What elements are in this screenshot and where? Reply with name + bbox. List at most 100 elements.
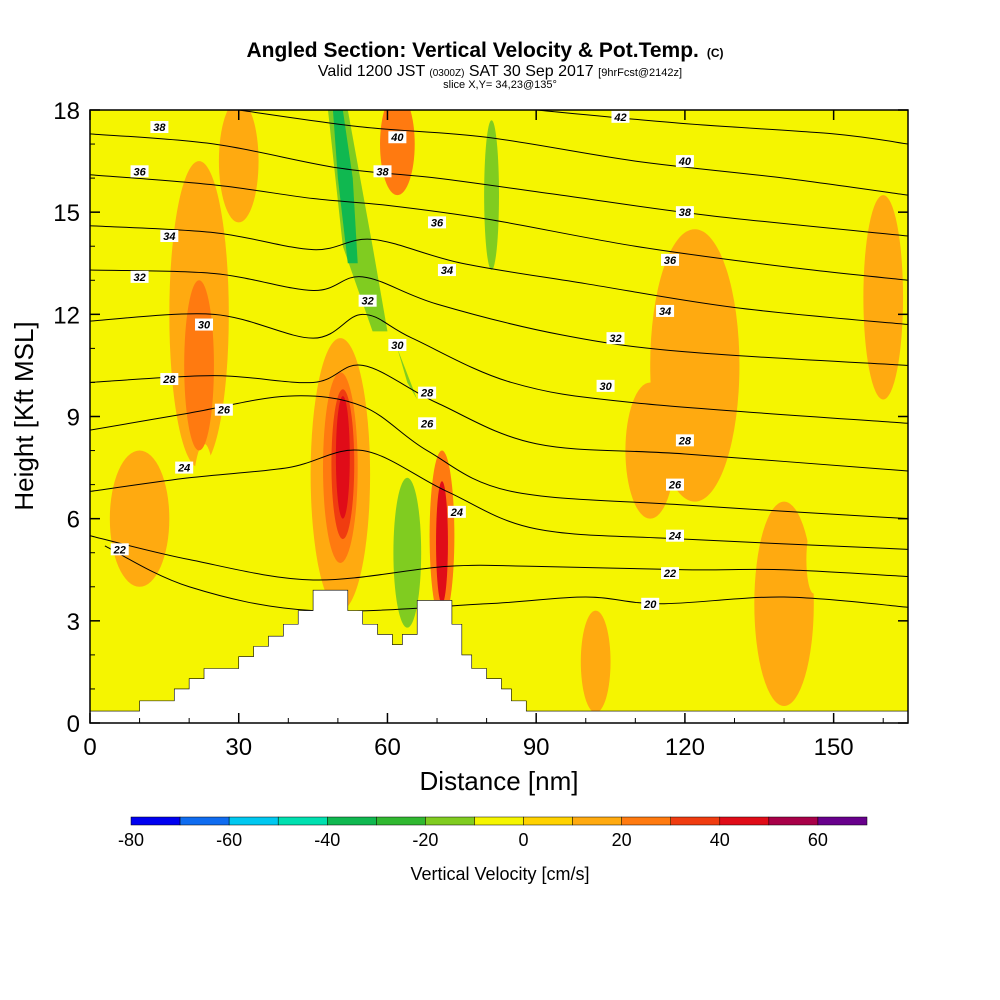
contour-label-text: 24 [668,531,681,543]
colorbar-tick-label: -60 [216,830,242,850]
contour-label: 34 [160,230,179,243]
contour-label: 20 [641,597,660,611]
contour-label-text: 28 [420,388,434,400]
contour-label: 28 [675,434,694,447]
velocity-cell [436,481,448,604]
colorbar-swatch [130,816,181,826]
velocity-cell [580,610,611,713]
contour-label-text: 26 [420,418,434,430]
contour-label-text: 28 [678,435,692,447]
contour-label-text: 36 [431,217,444,229]
contour-label: 34 [437,264,456,277]
contour-label-text: 36 [133,166,146,178]
colorbar: -80 -60 -40 -20 0 20 40 60 [118,816,868,850]
contour-label-bg [418,386,437,399]
contour-label: 32 [358,294,377,308]
contour-label-bg [130,270,149,283]
contour-label-text: 24 [450,507,463,519]
velocity-cell [191,443,217,594]
colorbar-swatch [376,816,426,826]
velocity-cell [218,110,259,223]
contour-label-bg [160,373,179,386]
velocity-cell [134,116,165,240]
x-tick-label: 120 [665,734,705,761]
contour-label: 22 [661,567,680,580]
y-tick-label: 12 [53,302,80,329]
colorbar-tick-label: 40 [710,830,730,850]
contour-label-text: 38 [153,122,166,134]
colorbar-tick-label: 0 [519,830,529,850]
theta-contour-20 [104,545,908,612]
contour-label-bg [675,434,694,447]
contour-label-bg [611,110,630,123]
contour-label-text: 22 [113,544,126,556]
y-tick-label: 18 [53,98,80,125]
contour-label-bg [606,332,625,345]
contour-label: 32 [130,270,149,284]
chart-title-block: Angled Section: Vertical Velocity & Pot.… [246,39,723,91]
contour-label-text: 20 [643,599,657,611]
contour-label: 30 [388,338,407,352]
colorbar-swatch [523,816,573,826]
contour-label: 22 [110,543,129,556]
theta-contour-40 [238,110,908,196]
chart-subtitle: Valid 1200 JST (0300Z) SAT 30 Sep 2017 [… [318,63,682,80]
velocity-cell [553,620,569,689]
colorbar-swatch [228,816,279,826]
velocity-cell [335,396,350,519]
contour-label-bg [150,121,169,134]
contour-label-bg [195,318,214,331]
theta-contour-38 [90,133,908,237]
contour-label: 40 [675,155,694,168]
contour-label-bg [661,567,680,580]
y-tick-label: 6 [67,507,80,534]
contour-label: 36 [130,165,149,178]
contour-label: 26 [214,403,233,417]
velocity-band [332,110,358,264]
contour-label: 30 [596,379,615,393]
contour-label-bg [388,131,407,144]
slice-label: slice X,Y= 34,23@135° [443,79,557,91]
colorbar-swatch [425,816,475,826]
contour-label: 38 [150,121,169,134]
colorbar-tick-label: -80 [118,830,144,850]
contour-label-bg [175,461,194,474]
plot-area: 38 36 34 32 30 28 26 24 22 40 38 36 34 32 30 28 26 24 42 40… [90,110,908,723]
contour-label: 42 [611,110,630,124]
contour-label-bg [130,165,149,178]
contour-label-text: 30 [599,381,612,393]
contour-label: 24 [447,505,466,519]
contour-label-bg [675,206,694,219]
contour-label: 24 [175,461,194,475]
y-tick-label: 9 [67,405,80,432]
theta-contour-32 [90,269,908,366]
y-tick-label: 3 [67,609,80,636]
contour-label: 26 [418,417,437,430]
colorbar-tick-label: -20 [412,830,438,850]
colorbar-swatch [179,816,230,826]
theta-contour-26 [90,395,908,520]
contour-label-bg [437,264,456,277]
x-tick-label: 150 [814,734,854,761]
colorbar-tick-label: 60 [808,830,828,850]
contour-label-bg [160,230,179,243]
contour-label-bg [596,379,615,392]
contour-label: 32 [606,332,625,345]
colorbar-swatch [474,816,524,826]
contour-label-text: 38 [679,207,692,219]
contour-label-bg [447,505,466,518]
x-tick-label: 30 [225,734,252,761]
velocity-cell [754,501,814,706]
colorbar-swatch [670,816,721,826]
contour-label-text: 22 [663,568,676,580]
velocity-cell [625,382,675,519]
contour-label-bg [661,253,680,266]
contour-label-bg [656,304,675,317]
contour-label-text: 40 [678,156,692,168]
colorbar-swatch [327,816,377,826]
colorbar-swatch [719,816,770,826]
y-axis-label: Height [Kft MSL] [9,321,39,510]
contour-label-text: 24 [177,463,190,475]
